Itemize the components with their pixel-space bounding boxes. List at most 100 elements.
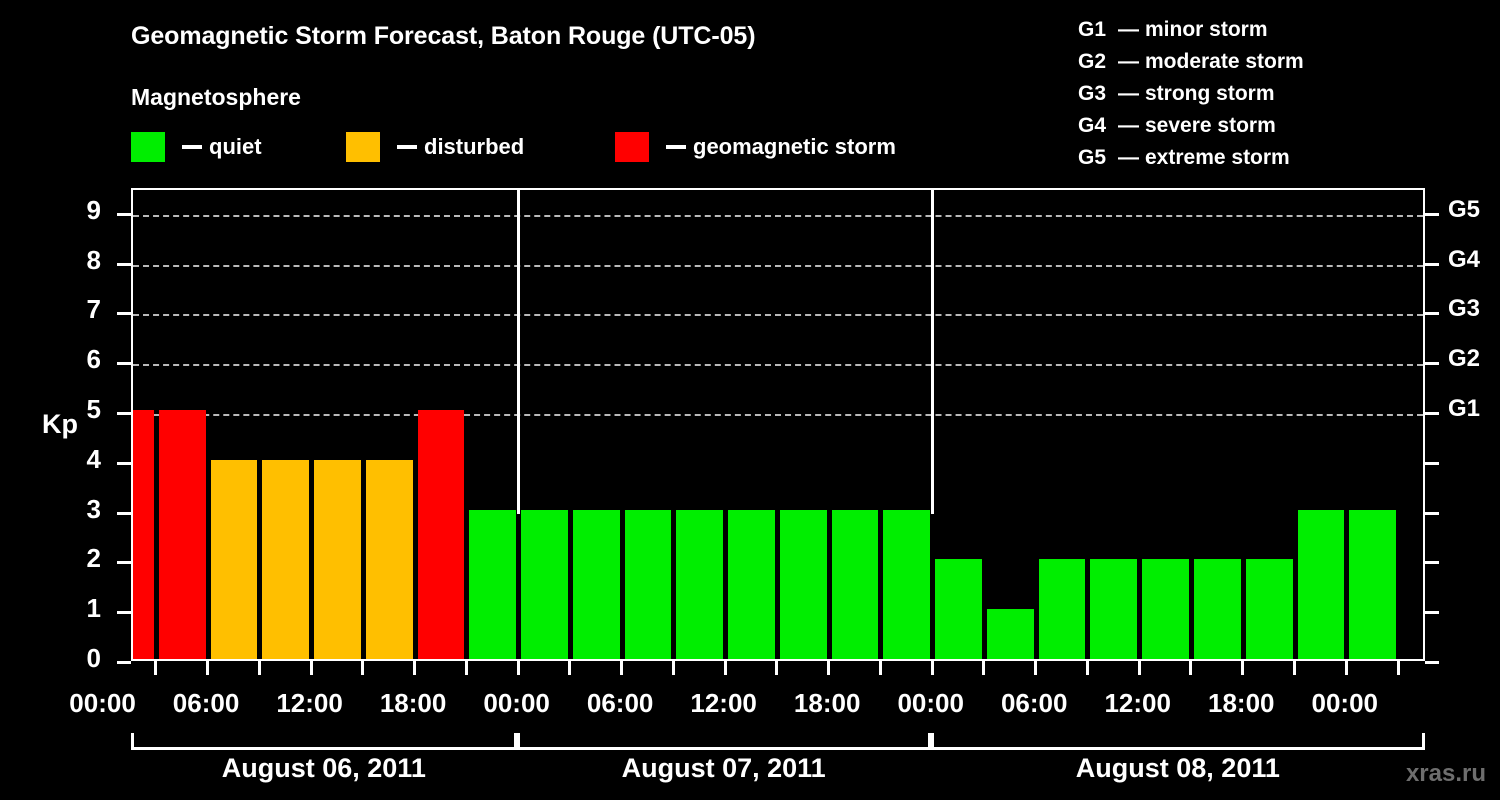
x-tick bbox=[464, 661, 468, 675]
kp-bar bbox=[262, 459, 310, 659]
x-axis-label: 18:00 bbox=[1208, 688, 1275, 718]
kp-bar bbox=[210, 459, 258, 659]
g-legend-dash-icon: — bbox=[1118, 146, 1139, 169]
y-tick-kp-2 bbox=[117, 561, 131, 565]
kp-bar bbox=[469, 509, 517, 659]
kp-bar bbox=[158, 410, 206, 659]
g-axis-tick-g5 bbox=[1425, 212, 1439, 216]
gridline-kp-8 bbox=[133, 264, 1423, 267]
x-tick bbox=[1396, 661, 1400, 675]
y-tick-kp-3 bbox=[117, 511, 131, 515]
kp-bar bbox=[1297, 509, 1345, 659]
kp-bar bbox=[133, 410, 154, 659]
legend-dash-icon bbox=[182, 145, 202, 149]
legend-label: disturbed bbox=[424, 134, 525, 159]
x-tick bbox=[1137, 661, 1141, 675]
x-tick bbox=[1241, 661, 1245, 675]
date-bracket bbox=[930, 733, 1425, 750]
kp-bar bbox=[1193, 559, 1241, 659]
kp-bar bbox=[779, 509, 827, 659]
g-axis-tick-g4 bbox=[1425, 262, 1439, 266]
y-axis-label: 3 bbox=[86, 493, 101, 524]
y-minor-tick-right-kp-4 bbox=[1425, 461, 1439, 465]
day-separator bbox=[931, 190, 935, 514]
x-axis-label: 18:00 bbox=[379, 688, 447, 718]
x-axis-label: 12:00 bbox=[1104, 688, 1171, 718]
gridline-kp-6 bbox=[133, 364, 1423, 367]
x-tick bbox=[1344, 661, 1348, 675]
g-legend-dash-icon: — bbox=[1118, 18, 1139, 41]
kp-bar bbox=[572, 509, 620, 659]
x-axis-label: 00:00 bbox=[897, 688, 964, 718]
y-minor-tick-right-kp-0 bbox=[1425, 661, 1439, 664]
x-tick bbox=[878, 661, 882, 675]
g-axis-tick-g3 bbox=[1425, 312, 1439, 316]
g-legend-row-g3: G3 — strong storm bbox=[1078, 78, 1304, 110]
y-axis-label: 2 bbox=[86, 543, 101, 574]
g-legend-code: G5 bbox=[1078, 146, 1107, 169]
gridline-kp-5 bbox=[133, 414, 1423, 417]
date-bracket bbox=[131, 733, 517, 750]
x-tick bbox=[516, 661, 520, 675]
x-axis-label: 18:00 bbox=[793, 688, 861, 718]
g-legend-description: severe storm bbox=[1145, 114, 1276, 137]
g-scale-legend: G1 — minor storm G2 — moderate storm G3 — strong… bbox=[1078, 14, 1304, 174]
magnetosphere-subtitle: Magnetosphere bbox=[131, 84, 301, 110]
legend-dash-icon bbox=[666, 145, 686, 149]
g-legend-description: moderate storm bbox=[1145, 50, 1304, 73]
kp-axis-title: Kp bbox=[42, 409, 78, 439]
g-legend-dash-icon: — bbox=[1118, 82, 1139, 105]
date-label: August 06, 2011 bbox=[221, 753, 426, 783]
legend-dash-icon bbox=[397, 145, 417, 149]
g-axis-label-g3: G3 bbox=[1448, 295, 1481, 323]
g-legend-description: extreme storm bbox=[1145, 146, 1290, 169]
g-legend-row-g4: G4 — severe storm bbox=[1078, 110, 1304, 142]
y-minor-tick-right-kp-1 bbox=[1425, 611, 1439, 615]
kp-bar bbox=[986, 609, 1034, 659]
y-axis-label: 1 bbox=[86, 593, 101, 624]
y-axis-label: 4 bbox=[86, 443, 101, 474]
x-axis-label: 12:00 bbox=[690, 688, 757, 718]
legend-entry-geomagnetic-storm: geomagnetic storm bbox=[615, 131, 896, 163]
kp-bar bbox=[883, 509, 931, 659]
page-title: Geomagnetic Storm Forecast, Baton Rouge … bbox=[131, 22, 756, 50]
x-tick bbox=[1085, 661, 1089, 675]
g-axis-tick-g2 bbox=[1425, 362, 1439, 366]
x-tick bbox=[620, 661, 624, 675]
x-tick bbox=[775, 661, 779, 675]
y-axis-label: 7 bbox=[86, 294, 101, 325]
x-axis-label: 00:00 bbox=[1311, 688, 1379, 718]
kp-bar bbox=[935, 559, 982, 659]
g-legend-code: G2 bbox=[1078, 50, 1107, 73]
y-minor-tick-right-kp-3 bbox=[1425, 511, 1439, 515]
g-axis-label-g5: G5 bbox=[1448, 195, 1481, 223]
x-axis-label: 06:00 bbox=[1000, 688, 1068, 718]
kp-bar bbox=[624, 509, 672, 659]
legend-swatch-quiet bbox=[131, 132, 165, 162]
legend-label: quiet bbox=[209, 134, 262, 159]
legend-entry-quiet: quiet bbox=[131, 131, 262, 163]
x-tick bbox=[361, 661, 365, 675]
y-tick-kp-0 bbox=[117, 661, 131, 664]
x-tick bbox=[206, 661, 210, 675]
kp-bar bbox=[728, 509, 775, 659]
x-axis-label: 12:00 bbox=[276, 688, 343, 718]
kp-bar bbox=[1349, 509, 1397, 659]
chart-plot-area bbox=[131, 188, 1425, 661]
y-axis-label: 9 bbox=[86, 194, 101, 225]
gridline-kp-7 bbox=[133, 314, 1423, 317]
y-minor-tick-right-kp-2 bbox=[1425, 561, 1439, 565]
kp-bar bbox=[314, 459, 361, 659]
g-legend-row-g2: G2 — moderate storm bbox=[1078, 46, 1304, 78]
x-tick bbox=[930, 661, 934, 675]
legend-label: geomagnetic storm bbox=[693, 134, 896, 159]
g-axis-label-g2: G2 bbox=[1448, 345, 1481, 373]
y-axis-label: 5 bbox=[86, 394, 101, 425]
y-axis-label: 0 bbox=[86, 643, 101, 673]
y-tick-kp-4 bbox=[117, 461, 131, 465]
watermark: xras.ru bbox=[1405, 760, 1486, 787]
x-axis-label: 06:00 bbox=[586, 688, 654, 718]
kp-bar bbox=[1090, 559, 1138, 659]
gridline-kp-9 bbox=[133, 214, 1423, 217]
legend-swatch-geomagnetic-storm bbox=[615, 132, 649, 162]
